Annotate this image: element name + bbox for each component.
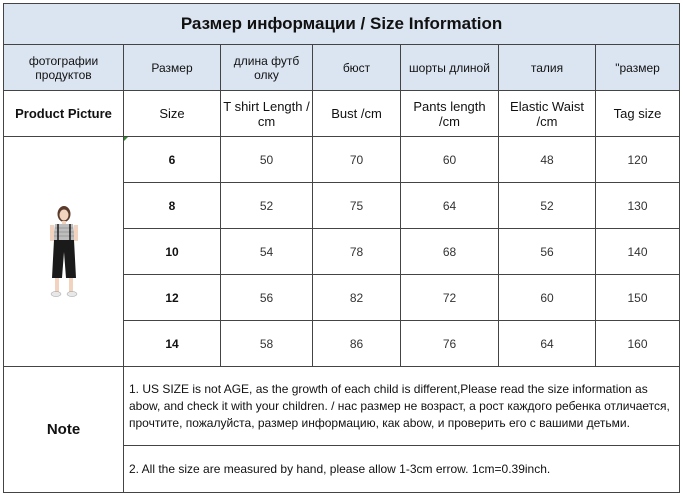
tshirt-length-value: 54: [220, 228, 313, 275]
header-ru-product-picture: фотографии продуктов: [3, 44, 124, 91]
waist-value: 52: [498, 182, 596, 229]
pants-length-value: 60: [400, 136, 499, 183]
table-row: 6 50 70 60 48 120: [3, 136, 681, 367]
size-value: 8: [123, 182, 221, 229]
header-en-waist: Elastic Waist /cm: [498, 90, 596, 137]
header-row-russian: фотографии продуктов Размер длина футб о…: [3, 44, 681, 91]
header-ru-bust: бюст: [312, 44, 401, 91]
note-text-2: 2. All the size are measured by hand, pl…: [122, 445, 681, 493]
product-picture-cell: [3, 136, 124, 367]
tag-size-value: 160: [594, 320, 681, 367]
header-en-pants-length: Pants length /cm: [400, 90, 499, 137]
note-row-1: Note 1. US SIZE is not AGE, as the growt…: [3, 366, 681, 493]
size-chart-table: Размер информации / Size Information фот…: [2, 3, 681, 493]
corner-mark: [124, 137, 128, 141]
waist-value: 60: [498, 274, 596, 321]
waist-value: 64: [498, 320, 596, 367]
note-text-1: 1. US SIZE is not AGE, as the growth of …: [122, 366, 681, 446]
size-value: 10: [123, 228, 221, 275]
note-label: Note: [3, 366, 124, 493]
tag-size-value: 150: [594, 274, 681, 321]
size-value: 6: [123, 136, 221, 183]
product-photo-girl-icon: [49, 205, 78, 297]
tshirt-length-value: 52: [220, 182, 313, 229]
table-row: 14 58 86 76 64 160: [4, 320, 681, 367]
bust-value: 86: [312, 320, 401, 367]
pants-length-value: 76: [400, 320, 499, 367]
tshirt-length-value: 56: [220, 274, 313, 321]
header-ru-tshirt-length: длина футб олку: [220, 44, 313, 91]
header-row-english: Product Picture Size T shirt Length / cm…: [3, 90, 681, 137]
header-ru-tag-size: "размер: [594, 44, 681, 91]
tag-size-value: 130: [594, 182, 681, 229]
chart-title: Размер информации / Size Information: [2, 3, 681, 45]
size-value: 12: [123, 274, 221, 321]
bust-value: 78: [312, 228, 401, 275]
bust-value: 82: [312, 274, 401, 321]
tag-size-value: 140: [594, 228, 681, 275]
bust-value: 75: [312, 182, 401, 229]
waist-value: 56: [498, 228, 596, 275]
pants-length-value: 68: [400, 228, 499, 275]
waist-value: 48: [498, 136, 596, 183]
header-ru-pants-length: шорты длиной: [400, 44, 499, 91]
pants-length-value: 72: [400, 274, 499, 321]
table-row: 8 52 75 64 52 130: [4, 182, 681, 229]
pants-length-value: 64: [400, 182, 499, 229]
header-en-product-picture: Product Picture: [3, 90, 124, 137]
tshirt-length-value: 50: [220, 136, 313, 183]
header-en-bust: Bust /cm: [312, 90, 401, 137]
header-ru-waist: талия: [498, 44, 596, 91]
header-en-size: Size: [123, 90, 221, 137]
bust-value: 70: [312, 136, 401, 183]
tshirt-length-value: 58: [220, 320, 313, 367]
header-en-tag-size: Tag size: [594, 90, 681, 137]
table-row: 12 56 82 72 60 150: [4, 274, 681, 321]
header-en-tshirt-length: T shirt Length / cm: [220, 90, 313, 137]
size-value: 14: [123, 320, 221, 367]
header-ru-size: Размер: [123, 44, 221, 91]
note-row-2: 2. All the size are measured by hand, pl…: [4, 445, 681, 493]
tag-size-value: 120: [594, 136, 681, 183]
